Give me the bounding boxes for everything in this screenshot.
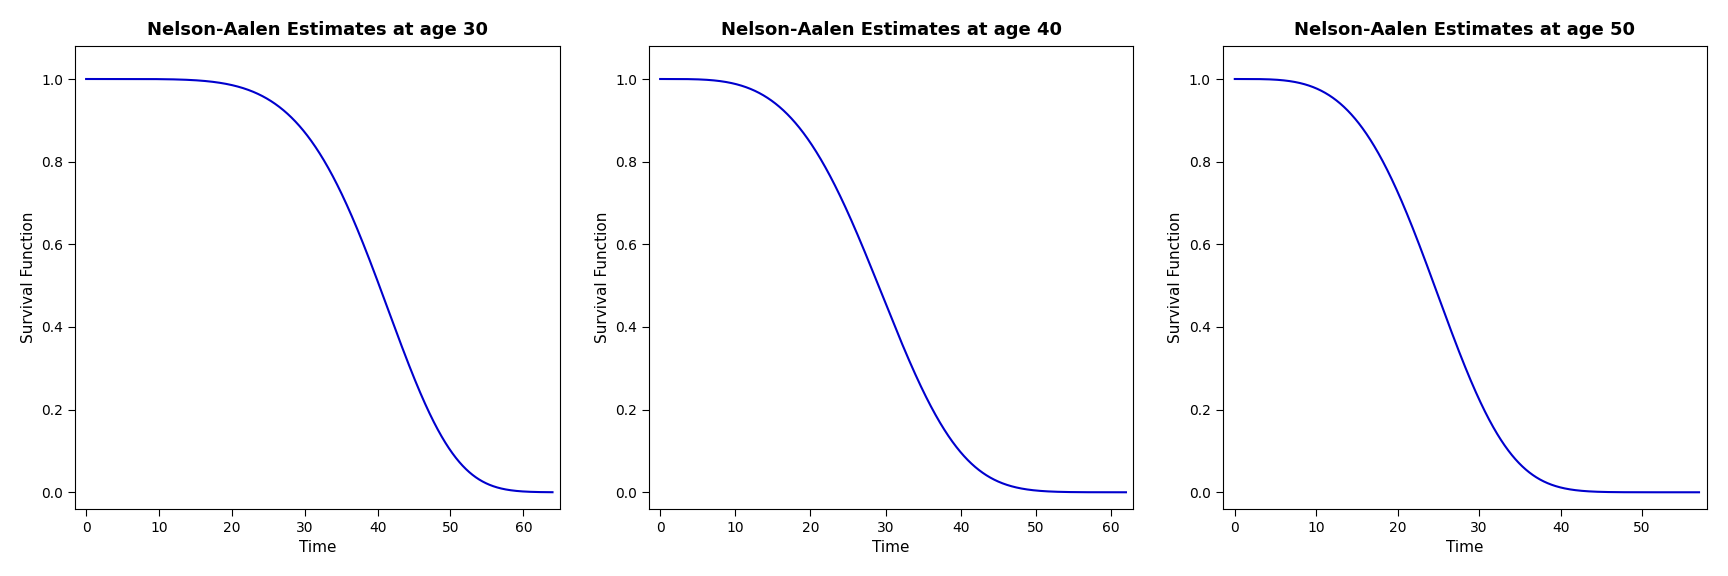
Y-axis label: Survival Function: Survival Function [594, 212, 610, 343]
Title: Nelson-Aalen Estimates at age 30: Nelson-Aalen Estimates at age 30 [147, 21, 487, 39]
Y-axis label: Survival Function: Survival Function [21, 212, 36, 343]
Title: Nelson-Aalen Estimates at age 50: Nelson-Aalen Estimates at age 50 [1294, 21, 1635, 39]
Title: Nelson-Aalen Estimates at age 40: Nelson-Aalen Estimates at age 40 [721, 21, 1061, 39]
X-axis label: Time: Time [299, 540, 337, 555]
X-axis label: Time: Time [1446, 540, 1484, 555]
X-axis label: Time: Time [873, 540, 911, 555]
Y-axis label: Survival Function: Survival Function [1168, 212, 1184, 343]
